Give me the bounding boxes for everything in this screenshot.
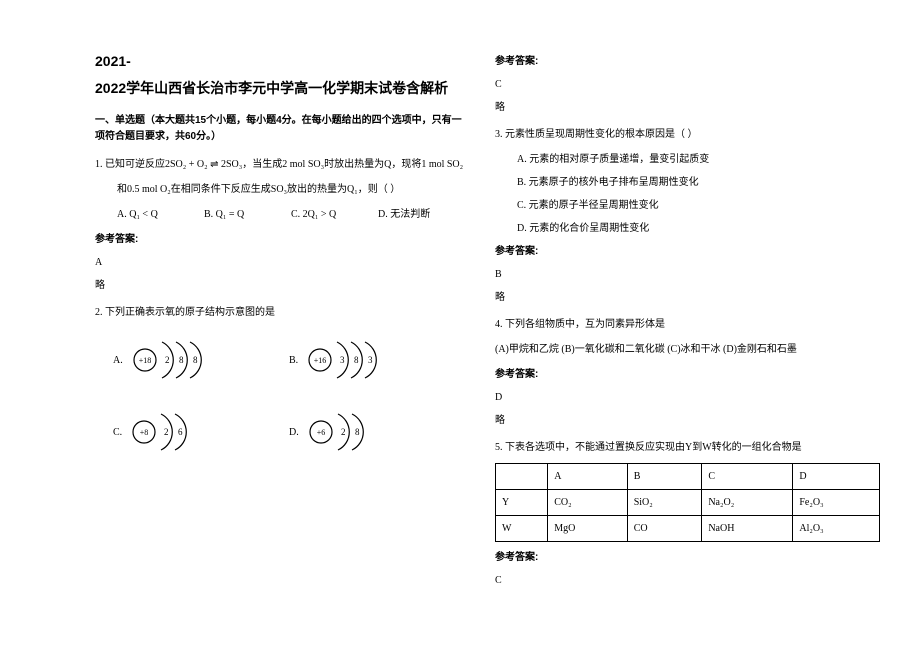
q2-answer: C	[495, 75, 880, 94]
q2-diag-a-label: A.	[113, 351, 123, 370]
table-cell: NaOH	[702, 516, 793, 542]
q3-opt-d: D. 元素的化合价呈周期性变化	[495, 219, 880, 238]
q2-diag-d: D. +6 2 8	[289, 408, 465, 456]
q3-lue: 略	[495, 288, 880, 307]
q1-answer: A	[95, 253, 465, 272]
q2-diag-c-label: C.	[113, 423, 122, 442]
q5-line: 5. 下表各选项中，不能通过置换反应实现由Y到W转化的一组化合物是	[495, 438, 880, 457]
q4-lue: 略	[495, 411, 880, 430]
q3-opt-a: A. 元素的相对原子质量递增，量变引起质变	[495, 150, 880, 169]
q3-opt-b: B. 元素原子的核外电子排布呈周期性变化	[495, 173, 880, 192]
q3-options: A. 元素的相对原子质量递增，量变引起质变 B. 元素原子的核外电子排布呈周期性…	[495, 150, 880, 238]
q4-options: (A)甲烷和乙烷 (B)一氧化碳和二氧化碳 (C)冰和干冰 (D)金刚石和石墨	[495, 340, 880, 359]
q4-answer: D	[495, 388, 880, 407]
atom-diagram-icon: +18 2 8 8	[131, 336, 211, 384]
svg-text:8: 8	[354, 355, 359, 365]
q5-answer-label: 参考答案:	[495, 548, 880, 567]
table-cell: CO₂	[548, 490, 627, 516]
section-header: 一、单选题（本大题共15个小题，每小题4分。在每小题给出的四个选项中，只有一项符…	[95, 113, 465, 145]
q2-lue: 略	[495, 98, 880, 117]
svg-text:3: 3	[340, 355, 345, 365]
q1-opt-c: C. 2Q₁ > Q	[291, 205, 378, 224]
q1-line2: 和0.5 mol O₂在相同条件下反应生成SO₃放出的热量为Q₁，则（ ）	[95, 180, 465, 199]
svg-text:2: 2	[165, 355, 170, 365]
q1-opt-d: D. 无法判断	[378, 205, 465, 224]
table-cell: CO	[627, 516, 702, 542]
q2-diag-b: B. +16 3 8 3	[289, 336, 465, 384]
svg-text:8: 8	[355, 427, 360, 437]
q1-line1: 1. 已知可逆反应2SO₂ + O₂ ⇌ 2SO₃，当生成2 mol SO₃时放…	[95, 155, 465, 174]
svg-text:8: 8	[179, 355, 184, 365]
q1-opt-a: A. Q₁ < Q	[117, 205, 204, 224]
table-cell: Y	[496, 490, 548, 516]
table-cell: W	[496, 516, 548, 542]
table-row: Y CO₂ SiO₂ Na₂O₂ Fe₂O₃	[496, 490, 880, 516]
table-cell: MgO	[548, 516, 627, 542]
q4-answer-label: 参考答案:	[495, 365, 880, 384]
q3-answer-label: 参考答案:	[495, 242, 880, 261]
q2-diag-d-label: D.	[289, 423, 299, 442]
svg-text:2: 2	[164, 427, 169, 437]
q2-line: 2. 下列正确表示氧的原子结构示意图的是	[95, 303, 465, 322]
atom-diagram-icon: +16 3 8 3	[306, 336, 386, 384]
q5-table: A B C D Y CO₂ SiO₂ Na₂O₂ Fe₂O₃ W MgO CO …	[495, 463, 880, 542]
svg-text:8: 8	[193, 355, 198, 365]
q1-options: A. Q₁ < Q B. Q₁ = Q C. 2Q₁ > Q D. 无法判断	[95, 205, 465, 224]
table-cell: SiO₂	[627, 490, 702, 516]
q1-answer-label: 参考答案:	[95, 230, 465, 249]
q3-opt-c: C. 元素的原子半径呈周期性变化	[495, 196, 880, 215]
table-cell: Al₂O₃	[793, 516, 880, 542]
svg-text:+6: +6	[316, 428, 325, 437]
q2-diag-a: A. +18 2 8 8	[113, 336, 289, 384]
q2-diagrams: A. +18 2 8 8 B. +16 3	[95, 336, 465, 456]
title-line2: 2022学年山西省长治市李元中学高一化学期末试卷含解析	[95, 75, 465, 102]
table-cell: Fe₂O₃	[793, 490, 880, 516]
q2-diag-c: C. +8 2 6	[113, 408, 289, 456]
q2-answer-label: 参考答案:	[495, 52, 880, 71]
svg-text:+18: +18	[138, 356, 151, 365]
table-cell: B	[627, 464, 702, 490]
right-column: 参考答案: C 略 3. 元素性质呈现周期性变化的根本原因是（ ） A. 元素的…	[495, 48, 880, 631]
table-cell: D	[793, 464, 880, 490]
q2-diag-b-label: B.	[289, 351, 298, 370]
svg-text:+16: +16	[314, 356, 327, 365]
svg-text:6: 6	[178, 427, 183, 437]
q1-opt-b: B. Q₁ = Q	[204, 205, 291, 224]
q4-line: 4. 下列各组物质中，互为同素异形体是	[495, 315, 880, 334]
title-line1: 2021-	[95, 48, 465, 75]
q3-line: 3. 元素性质呈现周期性变化的根本原因是（ ）	[495, 125, 880, 144]
exam-page: 2021- 2022学年山西省长治市李元中学高一化学期末试卷含解析 一、单选题（…	[0, 0, 920, 651]
svg-text:2: 2	[341, 427, 346, 437]
atom-diagram-icon: +8 2 6	[130, 408, 196, 456]
table-cell: A	[548, 464, 627, 490]
q5-answer: C	[495, 571, 880, 590]
table-row: W MgO CO NaOH Al₂O₃	[496, 516, 880, 542]
table-cell: C	[702, 464, 793, 490]
atom-diagram-icon: +6 2 8	[307, 408, 373, 456]
left-column: 2021- 2022学年山西省长治市李元中学高一化学期末试卷含解析 一、单选题（…	[95, 48, 465, 631]
table-cell	[496, 464, 548, 490]
q3-answer: B	[495, 265, 880, 284]
table-cell: Na₂O₂	[702, 490, 793, 516]
svg-text:3: 3	[368, 355, 373, 365]
q1-lue: 略	[95, 276, 465, 295]
svg-text:+8: +8	[140, 428, 149, 437]
table-row: A B C D	[496, 464, 880, 490]
